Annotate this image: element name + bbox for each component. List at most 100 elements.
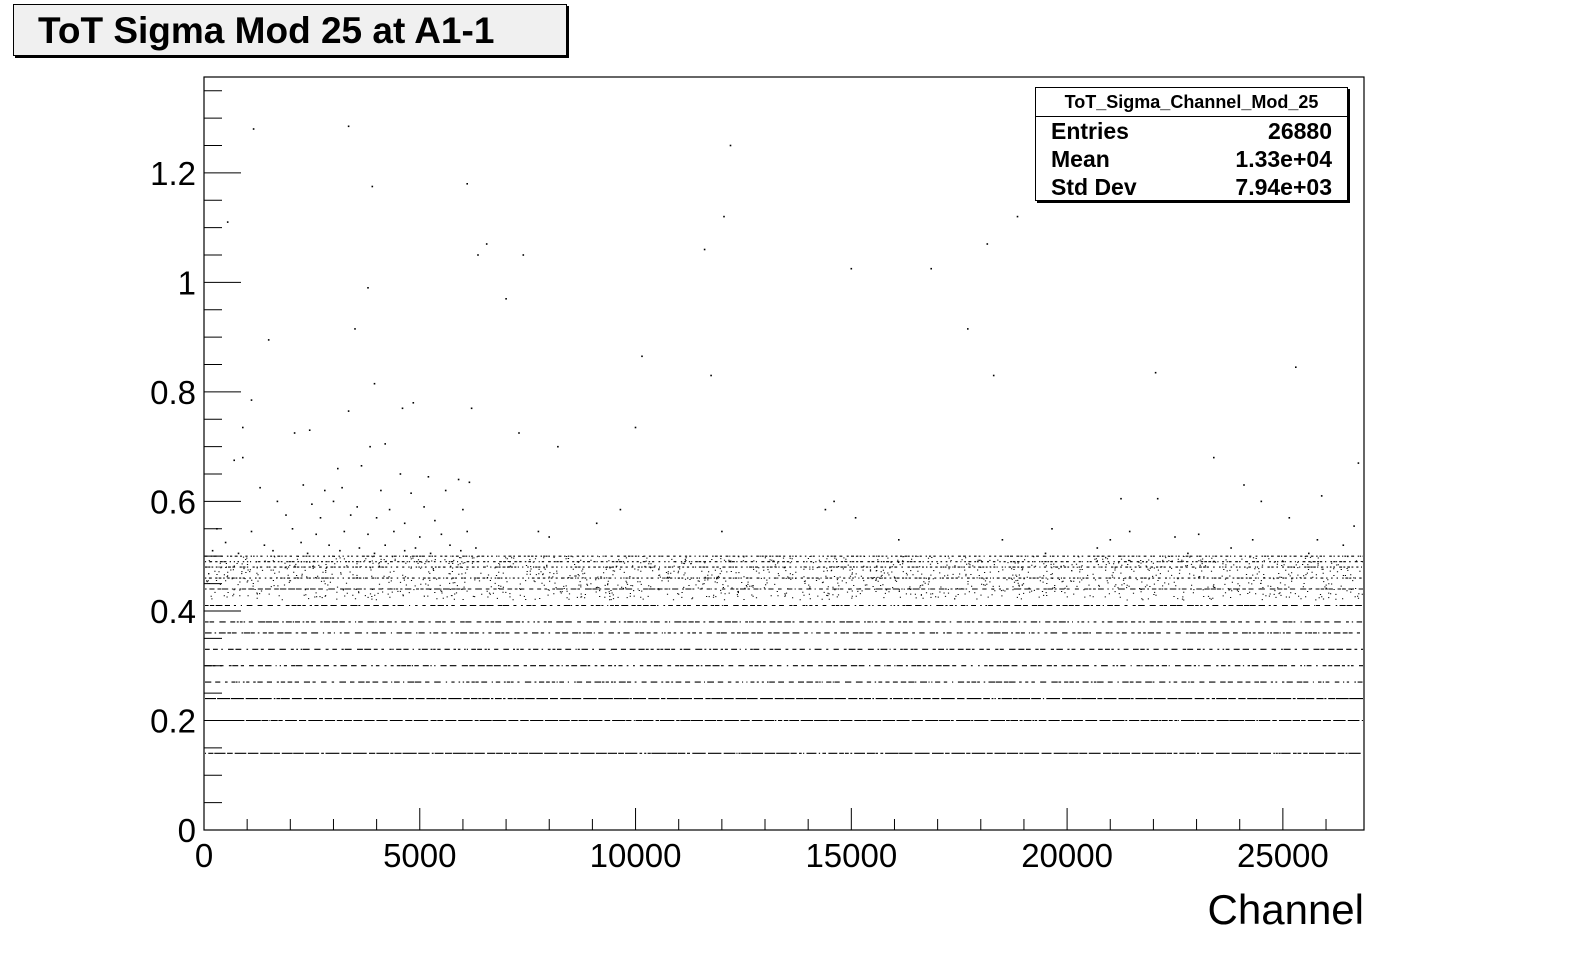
scattered-points bbox=[211, 125, 1360, 555]
stats-row-entries: Entries 26880 bbox=[1036, 117, 1347, 145]
data-point-7 bbox=[226, 221, 229, 223]
x-tick-label: 15000 bbox=[805, 837, 897, 874]
data-point-20 bbox=[641, 355, 643, 358]
data-point-37 bbox=[369, 445, 371, 448]
data-point-30 bbox=[401, 407, 404, 410]
data-point-15 bbox=[367, 287, 369, 289]
data-point-91 bbox=[343, 530, 346, 533]
data-point-79 bbox=[434, 519, 436, 522]
data-point-93 bbox=[393, 530, 395, 533]
y-axis: 0 0.2 0.4 0.6 0.8 1 1.2 bbox=[150, 90, 241, 849]
data-point-50 bbox=[259, 486, 261, 489]
data-point-3 bbox=[371, 185, 374, 188]
stats-entries-label: Entries bbox=[1051, 118, 1129, 144]
data-point-118 bbox=[306, 552, 309, 555]
y-tick-label: 0.4 bbox=[150, 593, 196, 630]
data-point-59 bbox=[1260, 500, 1263, 503]
data-point-107 bbox=[358, 547, 361, 549]
data-point-28 bbox=[470, 407, 473, 410]
data-point-100 bbox=[1174, 536, 1176, 538]
data-point-60 bbox=[1320, 495, 1323, 497]
data-point-81 bbox=[1051, 528, 1053, 530]
data-point-123 bbox=[460, 549, 462, 552]
data-point-96 bbox=[466, 530, 468, 533]
data-point-43 bbox=[337, 467, 339, 470]
data-point-76 bbox=[349, 514, 352, 516]
data-point-1 bbox=[347, 125, 350, 128]
x-tick-label: 20000 bbox=[1021, 837, 1113, 874]
data-point-72 bbox=[1288, 517, 1291, 519]
data-point-70 bbox=[854, 517, 857, 519]
data-point-109 bbox=[414, 547, 417, 549]
data-point-33 bbox=[242, 426, 244, 429]
data-point-103 bbox=[224, 541, 227, 544]
plot-frame bbox=[203, 76, 1365, 831]
data-point-97 bbox=[898, 539, 900, 541]
y-tick-label: 1.2 bbox=[150, 155, 196, 192]
data-point-55 bbox=[410, 492, 412, 494]
data-point-119 bbox=[339, 549, 341, 552]
stats-box-title: ToT_Sigma_Channel_Mod_25 bbox=[1036, 88, 1347, 117]
x-tick-label: 0 bbox=[195, 837, 213, 874]
data-point-25 bbox=[373, 382, 376, 385]
data-point-105 bbox=[300, 541, 302, 544]
data-point-18 bbox=[967, 328, 969, 330]
data-point-74 bbox=[285, 514, 287, 516]
data-point-57 bbox=[1120, 497, 1122, 500]
y-tick-label: 1 bbox=[178, 264, 196, 301]
data-point-61 bbox=[833, 500, 835, 503]
data-point-41 bbox=[233, 459, 235, 462]
data-point-24 bbox=[1295, 366, 1297, 368]
data-point-83 bbox=[1197, 533, 1200, 536]
data-point-73 bbox=[824, 508, 827, 511]
data-point-35 bbox=[308, 429, 311, 431]
data-point-34 bbox=[293, 432, 296, 434]
data-point-104 bbox=[263, 544, 266, 546]
stats-mean-label: Mean bbox=[1051, 146, 1110, 172]
stats-box: ToT_Sigma_Channel_Mod_25 Entries 26880 M… bbox=[1035, 87, 1348, 201]
chart-title-box: ToT Sigma Mod 25 at A1-1 bbox=[13, 4, 567, 56]
y-tick-label: 0.6 bbox=[150, 483, 196, 520]
x-axis: 0 5000 10000 15000 20000 25000 bbox=[195, 808, 1329, 874]
data-point-120 bbox=[373, 552, 376, 555]
data-point-78 bbox=[403, 522, 406, 525]
x-tick-label: 25000 bbox=[1237, 837, 1329, 874]
data-point-67 bbox=[388, 508, 391, 511]
data-point-63 bbox=[276, 500, 279, 503]
data-point-71 bbox=[595, 522, 598, 525]
data-point-26 bbox=[412, 402, 415, 404]
data-point-47 bbox=[457, 478, 460, 481]
data-point-116 bbox=[237, 552, 240, 555]
data-point-114 bbox=[1342, 544, 1345, 546]
data-point-80 bbox=[721, 530, 723, 533]
stats-mean-value: 1.33e+04 bbox=[1235, 146, 1332, 172]
data-point-23 bbox=[1154, 371, 1157, 374]
data-point-40 bbox=[1357, 462, 1360, 464]
data-point-16 bbox=[505, 298, 507, 300]
y-tick-label: 0.8 bbox=[150, 374, 196, 411]
dense-fuzz bbox=[206, 555, 1363, 601]
data-point-65 bbox=[332, 500, 335, 503]
data-point-17 bbox=[354, 328, 356, 330]
data-point-115 bbox=[211, 549, 214, 552]
data-point-112 bbox=[1096, 547, 1099, 549]
data-point-12 bbox=[522, 254, 525, 256]
data-point-58 bbox=[1156, 497, 1159, 500]
data-point-82 bbox=[1128, 530, 1131, 533]
data-point-13 bbox=[850, 267, 853, 270]
data-point-53 bbox=[341, 486, 343, 489]
data-point-89 bbox=[291, 528, 294, 530]
data-point-38 bbox=[384, 443, 386, 445]
data-point-69 bbox=[462, 508, 464, 511]
data-point-32 bbox=[634, 426, 637, 429]
data-point-113 bbox=[1230, 547, 1232, 549]
data-point-36 bbox=[557, 445, 559, 448]
data-point-64 bbox=[311, 503, 313, 505]
data-point-48 bbox=[468, 481, 471, 484]
data-point-102 bbox=[1316, 539, 1319, 541]
data-point-122 bbox=[429, 552, 432, 555]
data-point-56 bbox=[444, 489, 447, 492]
data-point-92 bbox=[367, 533, 369, 536]
data-point-98 bbox=[1001, 539, 1004, 541]
